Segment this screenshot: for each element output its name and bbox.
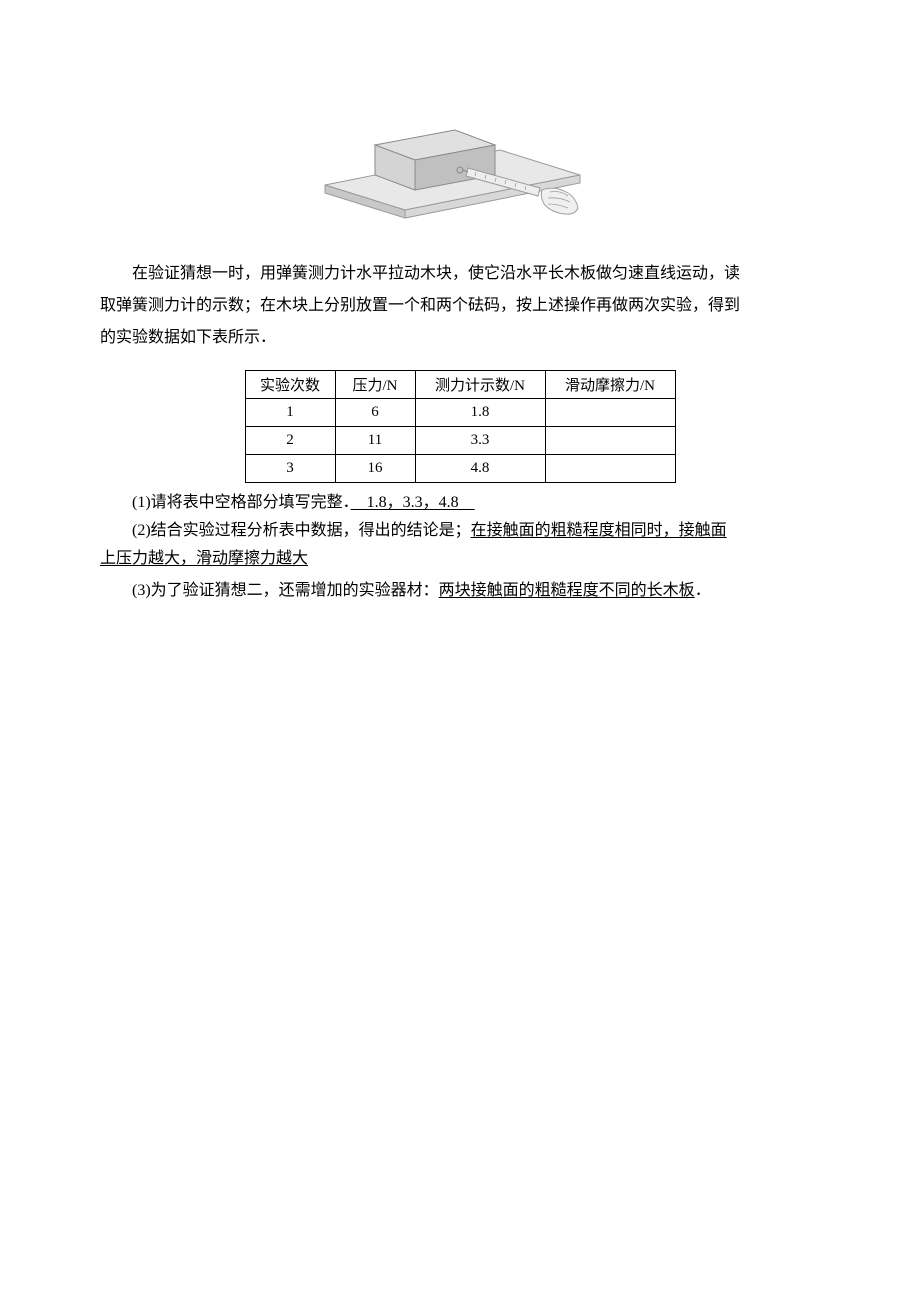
q3-suffix: ． [695,582,711,599]
data-table-container: 实验次数 压力/N 测力计示数/N 滑动摩擦力/N 1 6 1.8 2 11 3… [100,370,820,483]
table-header: 压力/N [335,371,415,399]
table-cell: 11 [335,427,415,455]
table-header-row: 实验次数 压力/N 测力计示数/N 滑动摩擦力/N [245,371,675,399]
question-3: (3)为了验证猜想二，还需增加的实验器材：两块接触面的粗糙程度不同的长木板． [100,577,820,605]
table-header: 实验次数 [245,371,335,399]
table-header: 滑动摩擦力/N [545,371,675,399]
table-cell: 6 [335,399,415,427]
data-table: 实验次数 压力/N 测力计示数/N 滑动摩擦力/N 1 6 1.8 2 11 3… [245,370,676,483]
table-cell [545,399,675,427]
table-cell: 2 [245,427,335,455]
table-cell: 3 [245,455,335,483]
q1-answer: 1.8，3.3，4.8 [351,494,475,511]
figure-container [100,90,820,230]
q3-answer: 两块接触面的粗糙程度不同的长木板 [439,582,695,599]
q2-prefix: (2)结合实验过程分析表中数据，得出的结论是； [132,522,471,539]
table-row: 1 6 1.8 [245,399,675,427]
table-cell: 16 [335,455,415,483]
table-cell: 1.8 [415,399,545,427]
table-cell: 3.3 [415,427,545,455]
q3-prefix: (3)为了验证猜想二，还需增加的实验器材： [132,582,439,599]
table-cell: 1 [245,399,335,427]
q2-answer-b: 上压力越大，滑动摩擦力越大 [100,550,308,567]
question-2-line-2: 上压力越大，滑动摩擦力越大 [100,545,820,573]
table-cell: 4.8 [415,455,545,483]
table-header: 测力计示数/N [415,371,545,399]
paragraph-line-2: 取弹簧测力计的示数；在木块上分别放置一个和两个砝码，按上述操作再做两次实验，得到 [100,292,820,320]
table-cell [545,455,675,483]
table-row: 3 16 4.8 [245,455,675,483]
experiment-diagram [320,90,600,230]
table-row: 2 11 3.3 [245,427,675,455]
question-1: (1)请将表中空格部分填写完整． 1.8，3.3，4.8 [100,489,820,517]
paragraph-line-3: 的实验数据如下表所示． [100,324,820,352]
question-2-line-1: (2)结合实验过程分析表中数据，得出的结论是；在接触面的粗糙程度相同时，接触面 [100,517,820,545]
table-cell [545,427,675,455]
q1-prefix: (1)请将表中空格部分填写完整． [132,494,351,511]
q2-answer-a: 在接触面的粗糙程度相同时，接触面 [471,522,727,539]
paragraph-line-1: 在验证猜想一时，用弹簧测力计水平拉动木块，使它沿水平长木板做匀速直线运动，读 [100,260,820,288]
